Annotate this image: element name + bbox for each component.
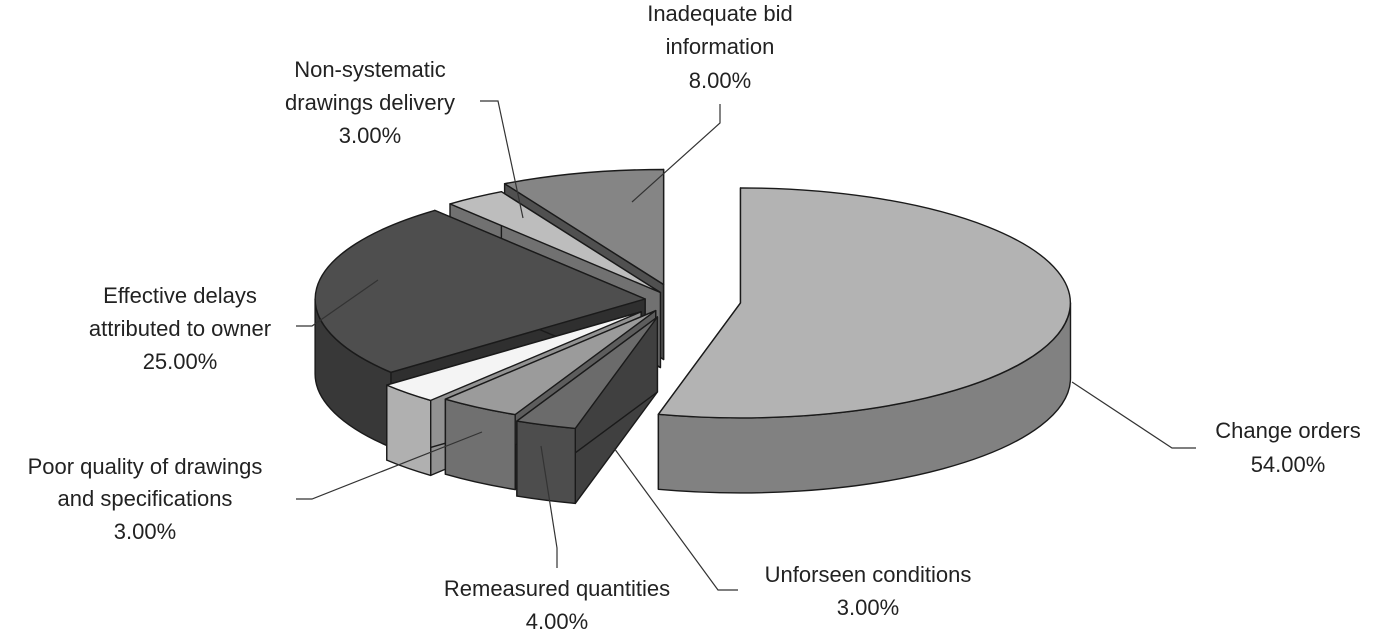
- slice-category-5-1: drawings delivery: [285, 90, 455, 115]
- leader-lines: [296, 100, 1196, 591]
- leader-line-2: [540, 445, 558, 568]
- leader-line-6: [631, 104, 721, 203]
- slice-label-4: Effective delays attributed to owner 25.00…: [89, 283, 271, 374]
- slice-label-1: Unforseen conditions 3.00%: [765, 562, 972, 620]
- pie-slice-1: [516, 316, 659, 505]
- slice-value-5: 3.00%: [339, 123, 401, 148]
- slice-category-3-0: Poor quality of drawings: [28, 454, 263, 479]
- slice-label-2: Remeasured quantities 4.00%: [444, 576, 670, 633]
- slice-side-1-0: [516, 420, 576, 505]
- slice-category-4-1: attributed to owner: [89, 316, 271, 341]
- pie-slices: [314, 168, 1072, 505]
- slice-value-4: 25.00%: [143, 349, 218, 374]
- slice-label-3: Poor quality of drawings and specificatio…: [28, 454, 263, 544]
- slice-value-3: 3.00%: [114, 519, 176, 544]
- slice-top-6: [503, 168, 665, 286]
- leader-line-1: [613, 447, 738, 591]
- slice-top-2: [444, 309, 657, 416]
- slice-category-6-1: information: [666, 34, 775, 59]
- slice-category-6-0: Inadequate bid: [647, 1, 793, 26]
- slice-top-0: [657, 187, 1071, 419]
- slice-value-1: 3.00%: [837, 595, 899, 620]
- slice-label-0: Change orders 54.00%: [1215, 418, 1361, 477]
- slice-category-0-0: Change orders: [1215, 418, 1361, 443]
- slice-top-5: [449, 191, 662, 294]
- leader-line-4: [296, 279, 379, 327]
- slice-category-4-0: Effective delays: [103, 283, 257, 308]
- slice-top-3: [386, 311, 642, 402]
- slice-value-0: 54.00%: [1251, 452, 1326, 477]
- slice-labels: Change orders 54.00% Unforseen conditions 3…: [28, 1, 1361, 633]
- slice-value-2: 4.00%: [526, 609, 588, 633]
- slice-top-1: [516, 316, 659, 430]
- slice-category-5-0: Non-systematic: [294, 57, 446, 82]
- leader-line-0: [1071, 381, 1196, 449]
- slice-label-5: Non-systematic drawings delivery 3.00%: [285, 57, 455, 148]
- slice-category-2-0: Remeasured quantities: [444, 576, 670, 601]
- slice-top-4: [314, 209, 646, 373]
- leader-line-5: [480, 100, 524, 219]
- slice-category-1-0: Unforseen conditions: [765, 562, 972, 587]
- leader-line-3: [296, 431, 483, 500]
- slice-category-3-1: and specifications: [58, 486, 233, 511]
- slice-value-6: 8.00%: [689, 68, 751, 93]
- slice-label-6: Inadequate bid information 8.00%: [647, 1, 793, 93]
- pie-slice-0: [657, 187, 1072, 494]
